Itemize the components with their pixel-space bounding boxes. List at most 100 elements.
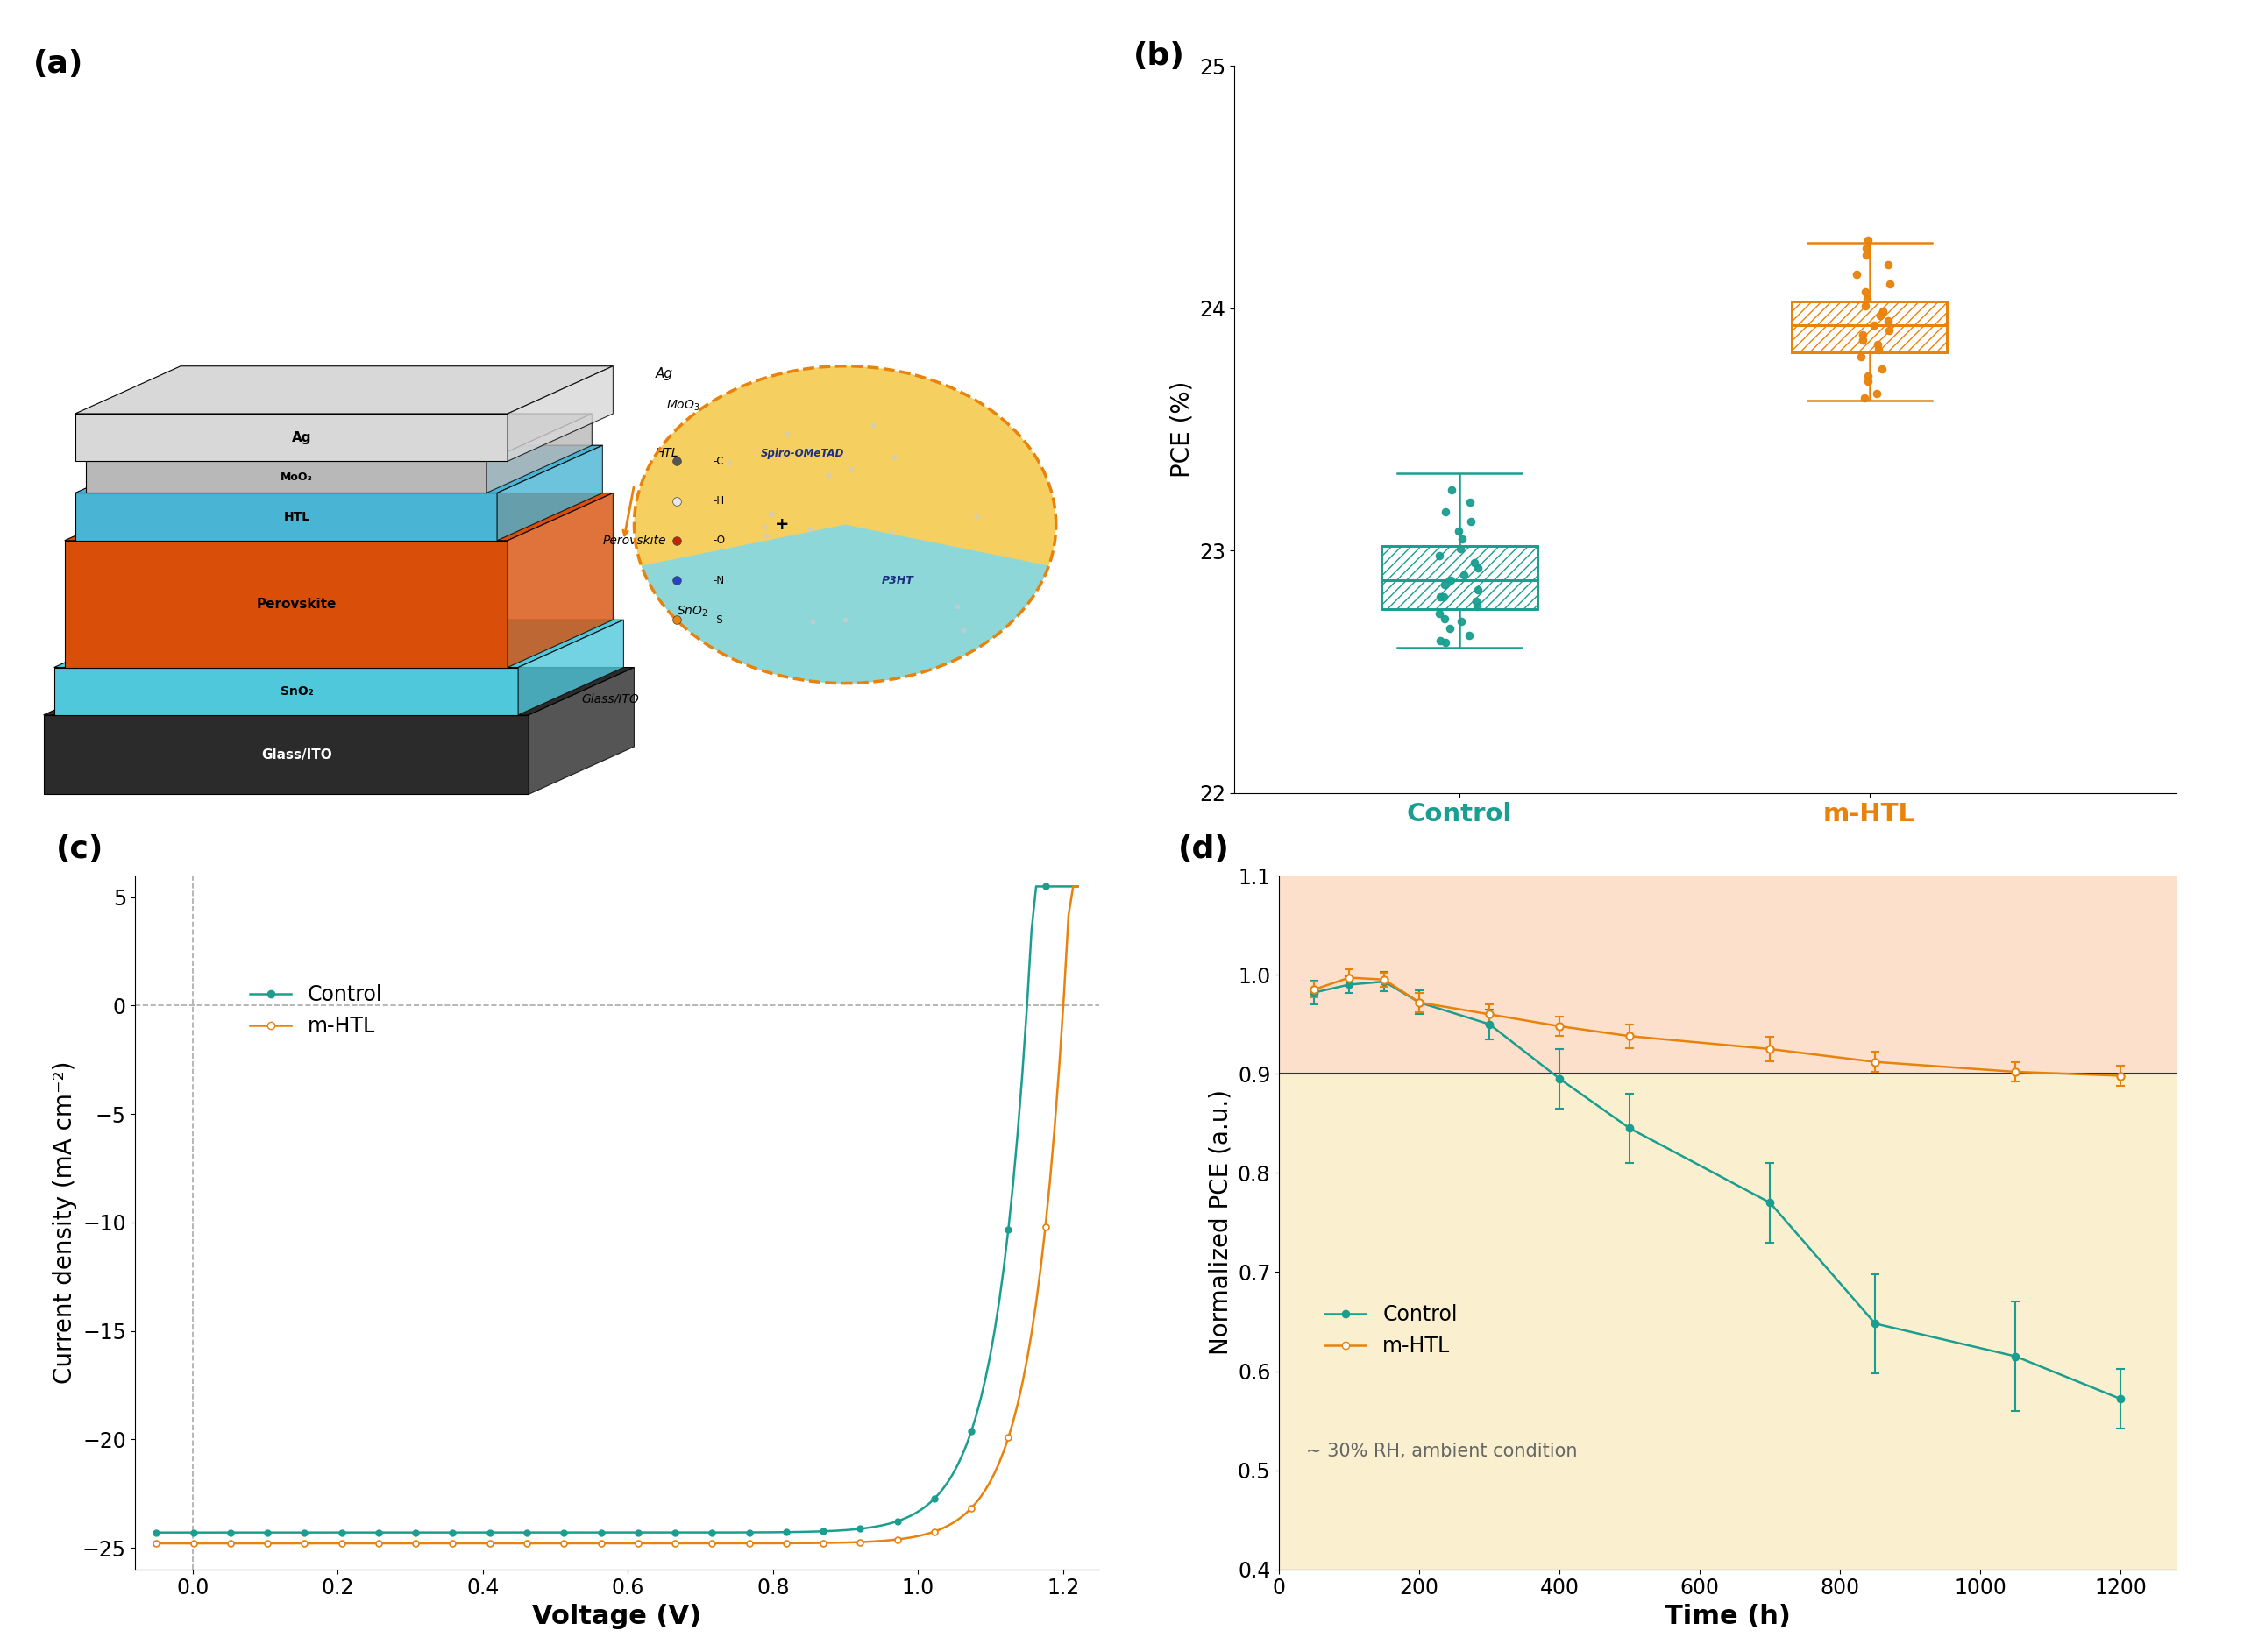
Point [1443,535,1479,562]
Text: -O: -O [714,535,725,547]
Point [1443,608,1479,634]
Point [1856,312,1892,339]
Point [1432,615,1468,641]
Point [1858,380,1894,406]
Circle shape [635,367,1057,684]
Bar [1791,301,1948,352]
Text: (a): (a) [34,50,83,79]
Text: SnO$_2$: SnO$_2$ [675,605,707,620]
Point [1871,271,1907,297]
Point [1423,600,1459,626]
Y-axis label: PCE (%): PCE (%) [1169,382,1194,477]
Polygon shape [65,540,507,667]
Polygon shape [85,413,592,461]
Legend: Control, m-HTL: Control, m-HTL [1317,1295,1465,1365]
Point [1459,593,1495,620]
Text: +: + [774,517,790,534]
Point [1427,572,1463,598]
Point [1847,292,1883,319]
Polygon shape [54,620,624,667]
Point [1461,555,1497,582]
Polygon shape [507,492,613,667]
Text: (c): (c) [56,834,103,864]
Point [1461,577,1497,603]
Polygon shape [507,367,613,461]
Polygon shape [76,367,613,413]
Text: MoO₃: MoO₃ [280,471,312,482]
Point [1452,623,1488,649]
Y-axis label: Current density (mA cm⁻²): Current density (mA cm⁻²) [54,1061,79,1384]
Point [1425,583,1461,610]
Point [1849,241,1885,268]
Text: HTL: HTL [655,448,678,459]
Point [1434,477,1470,504]
Point [1847,278,1883,304]
Bar [1382,545,1537,610]
Point [1849,363,1885,390]
Text: SnO₂: SnO₂ [280,686,314,697]
Text: Perovskite: Perovskite [604,534,666,547]
Point [1847,385,1883,411]
Polygon shape [498,446,604,540]
Text: HTL: HTL [283,510,310,524]
Point [1420,542,1456,568]
Point [1459,588,1495,615]
Text: ~ 30% RH, ambient condition: ~ 30% RH, ambient condition [1306,1442,1578,1460]
Text: -C: -C [714,456,725,468]
Point [1427,605,1463,631]
Bar [1382,545,1537,610]
Text: -H: -H [714,496,725,507]
Point [1432,567,1468,593]
Text: Spiro-OMeTAD: Spiro-OMeTAD [761,448,844,459]
Point [1860,337,1896,363]
Point [1427,499,1463,525]
Point [1869,307,1905,334]
Text: (d): (d) [1178,834,1230,864]
Text: Perovskite: Perovskite [256,598,337,611]
Point [1452,489,1488,515]
Point [1838,261,1874,287]
Point [1445,562,1481,588]
Point [1842,344,1878,370]
Legend: Control, m-HTL: Control, m-HTL [242,976,390,1046]
Text: MoO$_3$: MoO$_3$ [666,398,700,413]
Polygon shape [487,413,592,492]
Point [1423,583,1459,610]
Polygon shape [76,446,604,492]
Point [1456,550,1492,577]
Text: Glass/ITO: Glass/ITO [581,692,640,705]
Polygon shape [518,620,624,715]
Y-axis label: Normalized PCE (a.u.): Normalized PCE (a.u.) [1207,1090,1232,1355]
Point [1845,322,1880,349]
Point [1849,228,1885,254]
Text: Glass/ITO: Glass/ITO [260,748,332,762]
Point [1441,519,1477,545]
Polygon shape [85,461,487,492]
X-axis label: Voltage (V): Voltage (V) [532,1604,702,1629]
Point [1845,327,1880,354]
Polygon shape [530,667,635,795]
Text: (b): (b) [1133,41,1185,71]
Text: -N: -N [714,575,725,586]
Point [1871,317,1907,344]
Point [1851,368,1887,395]
Point [1863,302,1898,329]
Text: Ag: Ag [292,431,312,444]
Point [1865,297,1901,324]
Point [1865,355,1901,382]
Bar [1791,301,1948,352]
X-axis label: Time (h): Time (h) [1665,1604,1791,1629]
Point [1849,235,1885,261]
Point [1869,251,1905,278]
Point [1427,629,1463,656]
Point [1423,628,1459,654]
Polygon shape [54,667,518,715]
Point [1443,525,1479,552]
Point [1452,509,1488,535]
Polygon shape [76,492,498,540]
Text: Ag: Ag [655,367,673,380]
Text: -S: -S [714,615,723,626]
Point [1860,332,1896,358]
Polygon shape [65,492,613,540]
Point [1849,286,1885,312]
